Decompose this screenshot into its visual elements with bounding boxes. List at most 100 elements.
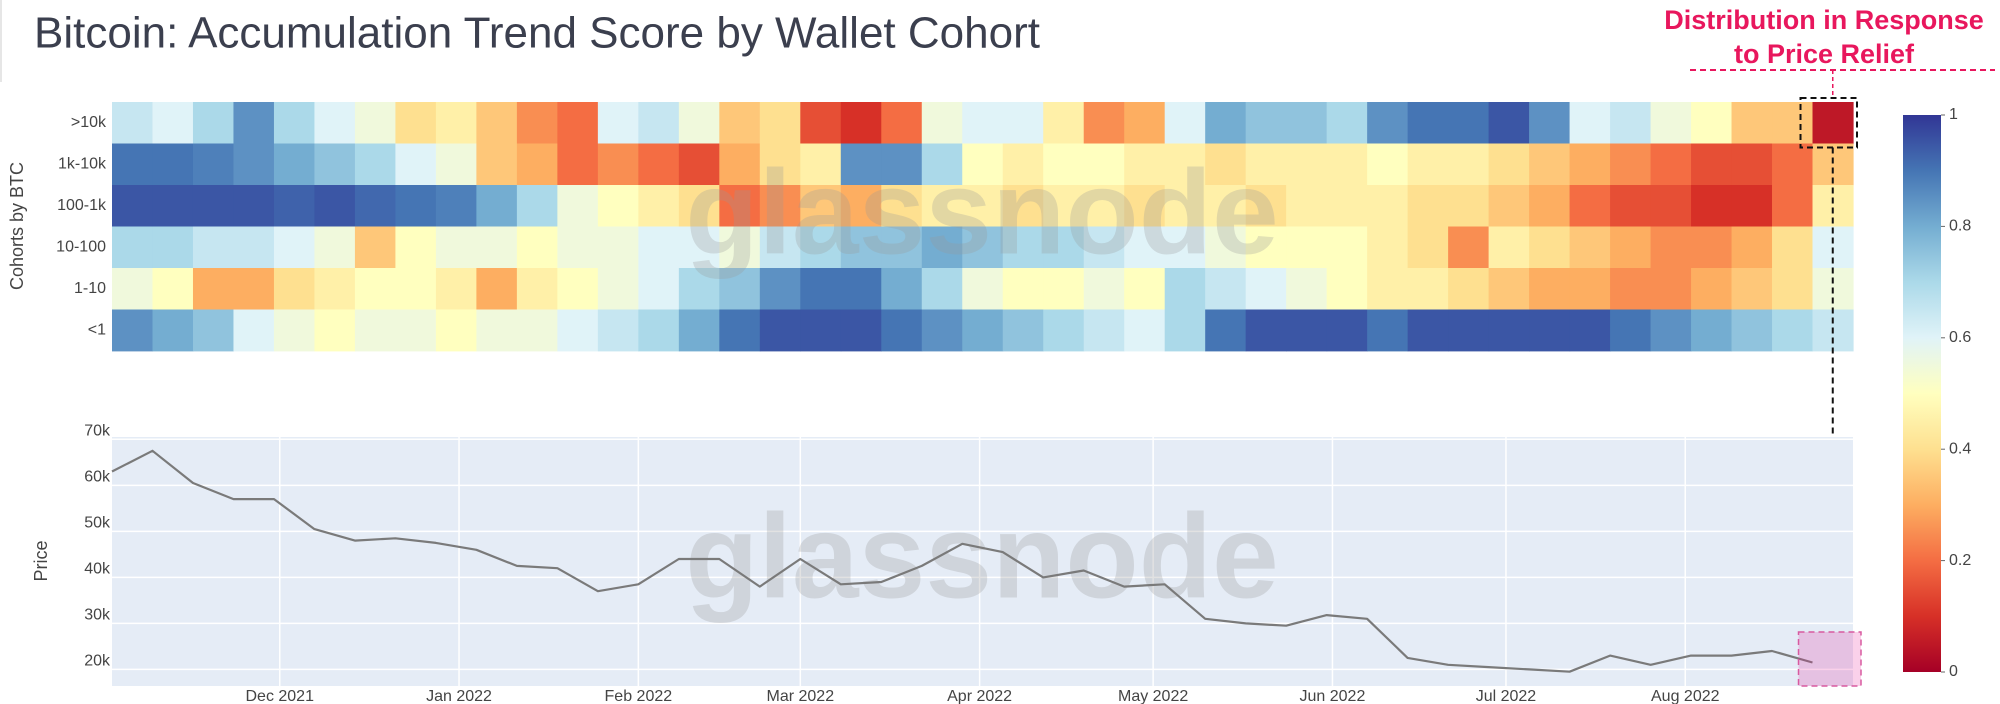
heat-cell [800, 143, 842, 186]
heat-cell [1772, 309, 1814, 352]
heat-cell [921, 226, 963, 269]
heat-cell [678, 143, 720, 186]
heat-cell [1245, 268, 1287, 310]
heat-cell [354, 185, 397, 227]
heat-cell [395, 309, 437, 352]
heat-cell [1205, 102, 1247, 144]
heat-cell [1043, 226, 1085, 269]
heat-cell [1448, 226, 1490, 269]
heat-cell [1731, 309, 1773, 352]
heat-cell [597, 226, 639, 269]
heat-cell [1164, 143, 1206, 186]
heat-cell [962, 309, 1004, 352]
colorbar-tick-label: 0.2 [1949, 552, 1971, 569]
heat-cell [1610, 143, 1652, 186]
heat-cell [921, 143, 963, 186]
heat-cell [1772, 102, 1814, 144]
heat-cell [678, 185, 720, 227]
heat-cell [1448, 268, 1490, 310]
heat-cell [273, 268, 316, 310]
heat-cell [1772, 268, 1814, 310]
heat-cell [1650, 143, 1692, 186]
heat-cell [112, 309, 154, 352]
heat-cell [1245, 226, 1287, 269]
x-tick-label: Feb 2022 [605, 688, 673, 704]
heat-cell [435, 309, 477, 352]
heat-cell [1164, 102, 1206, 144]
heat-cell [476, 143, 518, 186]
heat-cell [638, 185, 680, 227]
heat-cell [1488, 309, 1530, 352]
chart-title: Bitcoin: Accumulation Trend Score by Wal… [34, 9, 1040, 58]
heat-cell [759, 309, 801, 352]
heat-cell [638, 268, 680, 310]
heat-cell [800, 102, 842, 144]
heat-cell [1286, 143, 1328, 186]
heat-cell [881, 226, 923, 269]
heat-cell [1731, 102, 1773, 144]
heat-cell [354, 226, 397, 269]
heat-cell [314, 309, 356, 352]
heat-cell [1326, 185, 1368, 227]
annotation: to Price Relief [1734, 39, 1915, 69]
heat-cell [1286, 102, 1328, 144]
y-tick-label: 50k [84, 515, 111, 532]
heat-cell [1367, 185, 1409, 227]
heat-cell [354, 268, 397, 310]
heat-cell [1691, 309, 1733, 352]
heat-cell [1245, 102, 1287, 144]
heat-cell [1488, 185, 1530, 227]
heat-cell [1691, 185, 1733, 227]
heat-cell [1002, 268, 1044, 310]
heat-cell [840, 185, 882, 227]
heat-cell [112, 268, 154, 310]
heat-cell [1205, 268, 1247, 310]
heat-cell [1043, 309, 1085, 352]
heat-cell [1650, 226, 1692, 269]
heat-cell [921, 268, 963, 310]
y-tick-label: 10-100 [56, 238, 106, 255]
heat-cell [314, 102, 356, 144]
heat-cell [678, 309, 720, 352]
heat-cell [435, 268, 477, 310]
heat-cell [1812, 102, 1854, 144]
heat-cell [800, 185, 842, 227]
heat-cell [1245, 185, 1287, 227]
heat-cell [395, 185, 437, 227]
heat-cell [476, 102, 518, 144]
heat-cell [1164, 185, 1206, 227]
heat-cell [1367, 226, 1409, 269]
heat-cell [1326, 102, 1368, 144]
heat-cell [1326, 226, 1368, 269]
heat-cell [1002, 226, 1044, 269]
heat-cell [1002, 102, 1044, 144]
x-tick-label: Mar 2022 [767, 688, 835, 704]
heat-cell [1367, 309, 1409, 352]
heat-cell [435, 102, 477, 144]
heat-cell [840, 143, 882, 186]
heat-cell [1610, 309, 1652, 352]
heat-cell [314, 185, 356, 227]
heat-cell [1731, 185, 1773, 227]
heat-cell [597, 185, 639, 227]
heat-cell [1164, 226, 1206, 269]
heat-cell [1488, 143, 1530, 186]
heat-cell [1569, 143, 1611, 186]
heat-cell [1448, 309, 1490, 352]
heat-cell [1488, 102, 1530, 144]
heat-cell [273, 102, 316, 144]
heat-cell [192, 268, 235, 310]
heat-cell [273, 143, 316, 186]
x-tick-label: Jun 2022 [1300, 688, 1366, 704]
heat-cell [1691, 226, 1733, 269]
heat-cell [1610, 185, 1652, 227]
heat-cell [840, 309, 882, 352]
y-tick-label: 1k-10k [58, 155, 107, 172]
heat-cell [273, 185, 316, 227]
heat-cell [476, 185, 518, 227]
y-axis-label: Price [31, 540, 51, 581]
heat-cell [516, 226, 558, 269]
heat-cell [921, 185, 963, 227]
heat-cell [678, 226, 720, 269]
